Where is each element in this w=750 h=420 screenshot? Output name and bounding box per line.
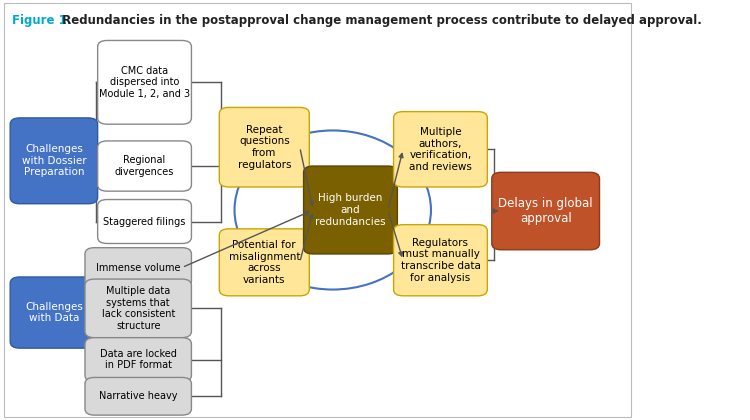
FancyBboxPatch shape bbox=[304, 166, 398, 254]
FancyBboxPatch shape bbox=[394, 112, 488, 187]
Text: Delays in global
approval: Delays in global approval bbox=[498, 197, 593, 225]
FancyBboxPatch shape bbox=[98, 141, 191, 191]
Text: Multiple
authors,
verification,
and reviews: Multiple authors, verification, and revi… bbox=[409, 127, 472, 172]
FancyBboxPatch shape bbox=[4, 3, 632, 417]
FancyBboxPatch shape bbox=[85, 279, 191, 338]
FancyBboxPatch shape bbox=[85, 248, 191, 287]
Text: Challenges
with Data: Challenges with Data bbox=[25, 302, 82, 323]
FancyBboxPatch shape bbox=[98, 200, 191, 244]
Text: Repeat
questions
from
regulators: Repeat questions from regulators bbox=[238, 125, 291, 170]
FancyBboxPatch shape bbox=[219, 229, 309, 296]
Text: Regional
divergences: Regional divergences bbox=[115, 155, 174, 177]
Text: Data are locked
in PDF format: Data are locked in PDF format bbox=[100, 349, 177, 370]
FancyBboxPatch shape bbox=[219, 108, 309, 187]
Text: Staggered filings: Staggered filings bbox=[104, 217, 186, 226]
Text: CMC data
dispersed into
Module 1, 2, and 3: CMC data dispersed into Module 1, 2, and… bbox=[99, 66, 190, 99]
FancyBboxPatch shape bbox=[492, 172, 599, 250]
FancyBboxPatch shape bbox=[85, 338, 191, 382]
Text: Redundancies in the postapproval change management process contribute to delayed: Redundancies in the postapproval change … bbox=[58, 14, 701, 27]
Text: Challenges
with Dossier
Preparation: Challenges with Dossier Preparation bbox=[22, 144, 86, 177]
Text: Narrative heavy: Narrative heavy bbox=[99, 391, 178, 401]
FancyBboxPatch shape bbox=[10, 118, 98, 204]
FancyBboxPatch shape bbox=[85, 378, 191, 415]
Text: High burden
and
redundancies: High burden and redundancies bbox=[315, 193, 386, 227]
Text: Regulators
must manually
transcribe data
for analysis: Regulators must manually transcribe data… bbox=[400, 238, 481, 283]
Text: Immense volume: Immense volume bbox=[96, 262, 181, 273]
FancyBboxPatch shape bbox=[394, 225, 488, 296]
FancyBboxPatch shape bbox=[10, 277, 98, 348]
Text: Figure 1:: Figure 1: bbox=[12, 14, 72, 27]
Text: Potential for
misalignment
across
variants: Potential for misalignment across varian… bbox=[229, 240, 300, 285]
Text: Multiple data
systems that
lack consistent
structure: Multiple data systems that lack consiste… bbox=[101, 286, 175, 331]
FancyBboxPatch shape bbox=[98, 40, 191, 124]
